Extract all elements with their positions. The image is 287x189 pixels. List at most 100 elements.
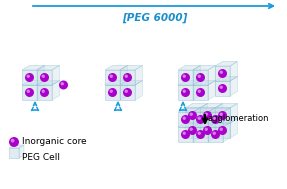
Polygon shape bbox=[193, 112, 208, 127]
Polygon shape bbox=[200, 123, 215, 138]
Polygon shape bbox=[223, 122, 230, 142]
Circle shape bbox=[196, 73, 205, 82]
Circle shape bbox=[189, 128, 193, 131]
Circle shape bbox=[218, 126, 227, 135]
Circle shape bbox=[220, 112, 223, 116]
Polygon shape bbox=[208, 127, 223, 142]
Circle shape bbox=[196, 88, 205, 97]
Polygon shape bbox=[178, 81, 201, 85]
Polygon shape bbox=[215, 108, 230, 123]
Circle shape bbox=[123, 73, 132, 82]
Circle shape bbox=[40, 88, 49, 97]
Polygon shape bbox=[193, 127, 208, 142]
Polygon shape bbox=[185, 108, 200, 123]
Polygon shape bbox=[120, 85, 135, 100]
Polygon shape bbox=[215, 119, 238, 123]
Circle shape bbox=[188, 111, 197, 120]
Circle shape bbox=[183, 90, 186, 93]
Circle shape bbox=[181, 88, 190, 97]
Polygon shape bbox=[37, 85, 52, 100]
Circle shape bbox=[26, 74, 30, 78]
Circle shape bbox=[25, 88, 34, 97]
Polygon shape bbox=[193, 122, 201, 142]
Circle shape bbox=[211, 115, 220, 124]
Polygon shape bbox=[178, 112, 193, 127]
Polygon shape bbox=[120, 81, 127, 100]
Polygon shape bbox=[37, 81, 44, 100]
Polygon shape bbox=[52, 81, 59, 100]
Polygon shape bbox=[193, 70, 208, 85]
Polygon shape bbox=[193, 66, 201, 85]
Polygon shape bbox=[208, 112, 223, 127]
Circle shape bbox=[61, 82, 64, 85]
Circle shape bbox=[25, 73, 34, 82]
Polygon shape bbox=[193, 108, 201, 127]
Circle shape bbox=[181, 73, 190, 82]
Circle shape bbox=[42, 90, 45, 93]
Polygon shape bbox=[230, 77, 238, 96]
Polygon shape bbox=[135, 66, 143, 85]
Circle shape bbox=[42, 74, 45, 78]
Circle shape bbox=[197, 132, 201, 135]
Circle shape bbox=[213, 132, 216, 135]
Polygon shape bbox=[193, 81, 201, 100]
Polygon shape bbox=[9, 148, 19, 158]
Circle shape bbox=[188, 126, 197, 135]
Polygon shape bbox=[200, 119, 208, 138]
Circle shape bbox=[218, 69, 227, 78]
Polygon shape bbox=[200, 104, 208, 123]
Polygon shape bbox=[208, 66, 216, 85]
Circle shape bbox=[205, 128, 208, 131]
Circle shape bbox=[9, 137, 19, 147]
Circle shape bbox=[220, 86, 223, 89]
Circle shape bbox=[110, 90, 113, 93]
Circle shape bbox=[11, 139, 15, 143]
Polygon shape bbox=[193, 81, 216, 85]
Polygon shape bbox=[178, 70, 193, 85]
Circle shape bbox=[110, 74, 113, 78]
Circle shape bbox=[203, 126, 212, 135]
Circle shape bbox=[197, 117, 201, 120]
Polygon shape bbox=[193, 122, 216, 127]
Circle shape bbox=[197, 90, 201, 93]
Polygon shape bbox=[215, 104, 222, 123]
Polygon shape bbox=[230, 119, 238, 138]
Polygon shape bbox=[200, 119, 222, 123]
Circle shape bbox=[205, 112, 208, 116]
Polygon shape bbox=[208, 81, 216, 100]
Circle shape bbox=[196, 115, 205, 124]
Circle shape bbox=[220, 128, 223, 131]
Polygon shape bbox=[105, 81, 127, 85]
Polygon shape bbox=[208, 122, 216, 142]
Polygon shape bbox=[37, 81, 59, 85]
Circle shape bbox=[125, 90, 128, 93]
Circle shape bbox=[203, 111, 212, 120]
Polygon shape bbox=[200, 108, 215, 123]
Polygon shape bbox=[120, 66, 127, 85]
Circle shape bbox=[26, 90, 30, 93]
Text: PEG Cell: PEG Cell bbox=[22, 153, 60, 163]
Circle shape bbox=[218, 111, 227, 120]
Polygon shape bbox=[215, 77, 238, 81]
Polygon shape bbox=[185, 123, 200, 138]
Polygon shape bbox=[215, 104, 238, 108]
Polygon shape bbox=[120, 66, 143, 70]
Polygon shape bbox=[208, 108, 230, 112]
Circle shape bbox=[59, 81, 68, 90]
Polygon shape bbox=[22, 81, 44, 85]
Polygon shape bbox=[178, 85, 193, 100]
Circle shape bbox=[183, 117, 186, 120]
Circle shape bbox=[218, 84, 227, 93]
Polygon shape bbox=[120, 81, 143, 85]
Polygon shape bbox=[178, 122, 201, 127]
Circle shape bbox=[181, 130, 190, 139]
Polygon shape bbox=[185, 104, 208, 108]
Polygon shape bbox=[120, 70, 135, 85]
Polygon shape bbox=[193, 108, 216, 112]
Polygon shape bbox=[37, 66, 44, 85]
Circle shape bbox=[196, 130, 205, 139]
Circle shape bbox=[211, 130, 220, 139]
Circle shape bbox=[108, 88, 117, 97]
Circle shape bbox=[125, 74, 128, 78]
Polygon shape bbox=[185, 119, 208, 123]
